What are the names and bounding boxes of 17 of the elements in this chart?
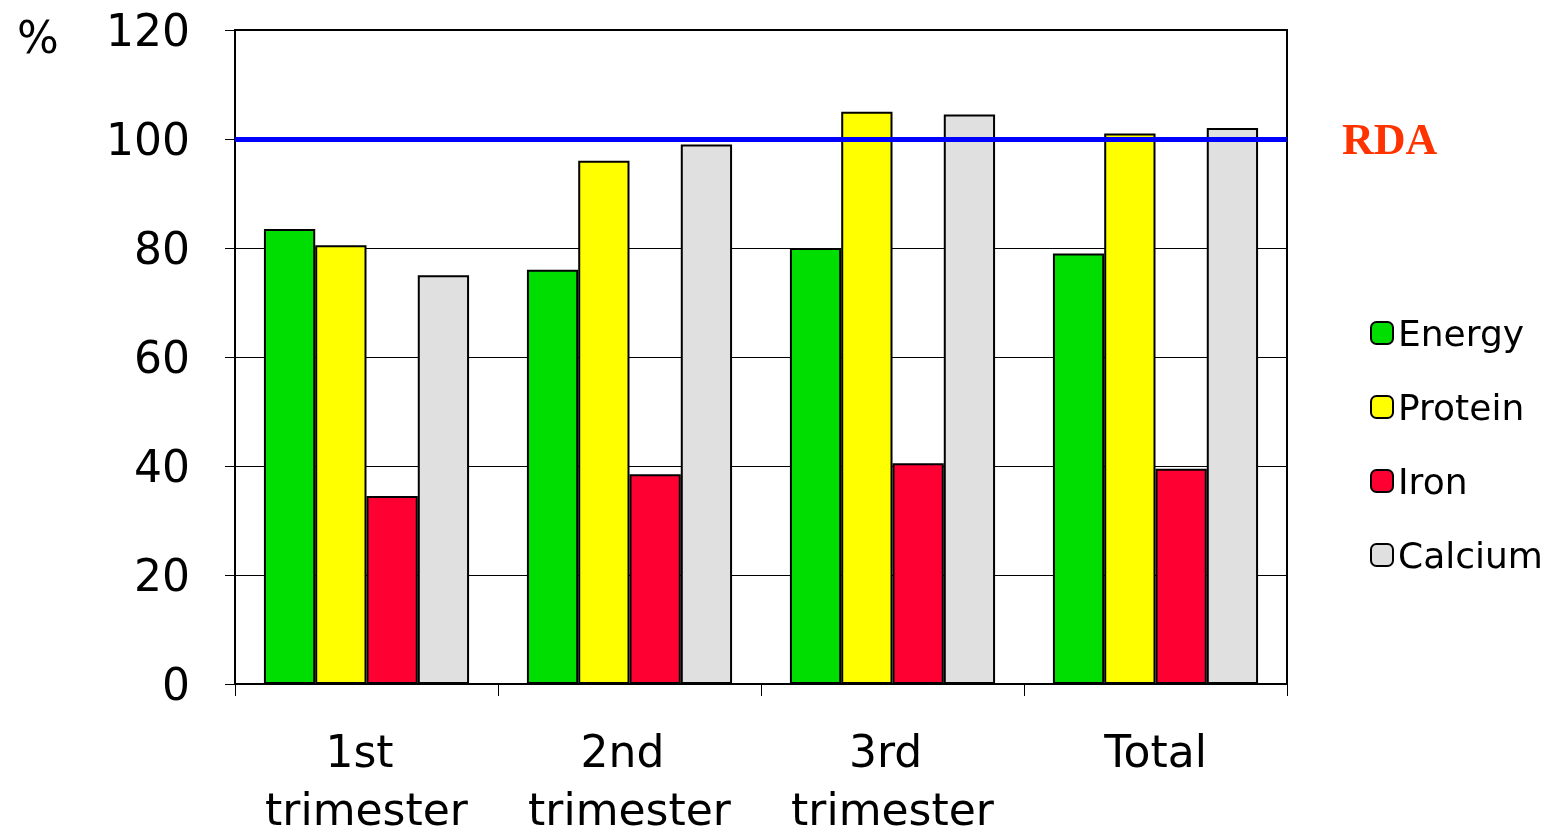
x-tick-label: 1st trimester xyxy=(265,725,469,835)
legend-label: Calcium xyxy=(1398,534,1543,576)
y-tick-label: 100 xyxy=(106,113,190,165)
x-tick-label: Total xyxy=(1103,725,1207,777)
y-tick-label: 40 xyxy=(134,440,190,492)
x-tick-label: 2nd trimester xyxy=(528,725,732,835)
y-tick-label: 60 xyxy=(134,331,190,383)
ref-line-label: RDA xyxy=(1342,114,1438,164)
y-tick-label: 20 xyxy=(134,549,190,601)
legend-label: Iron xyxy=(1398,460,1468,502)
y-tick-label: 80 xyxy=(134,222,190,274)
y-axis-title: % xyxy=(17,11,59,63)
y-tick-label: 0 xyxy=(162,658,190,710)
legend-label: Protein xyxy=(1398,386,1525,428)
x-tick-label: 3rd trimester xyxy=(791,725,995,835)
legend-label: Energy xyxy=(1398,312,1525,354)
y-tick-label: 120 xyxy=(106,4,190,56)
